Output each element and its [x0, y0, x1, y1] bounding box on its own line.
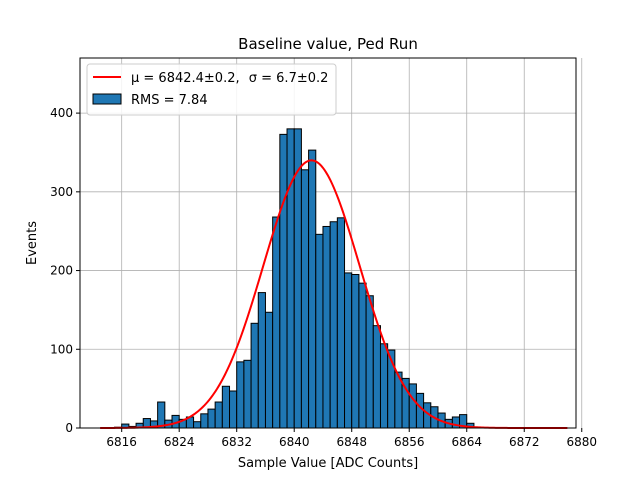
histogram-bar — [250, 322, 259, 429]
histogram-bar — [257, 292, 266, 429]
histogram-bar — [372, 325, 381, 429]
x-axis-label: Sample Value [ADC Counts] — [238, 456, 418, 471]
x-tick-label: 6840 — [279, 435, 310, 449]
histogram-bar — [408, 383, 417, 429]
y-tick-label: 200 — [50, 264, 73, 278]
y-tick-label: 300 — [50, 185, 73, 199]
x-tick-label: 6856 — [394, 435, 425, 449]
histogram-bar — [221, 385, 231, 429]
histogram-bar — [351, 273, 360, 429]
histogram-bar — [308, 149, 317, 429]
legend-hist-label: RMS = 7.84 — [131, 93, 208, 108]
legend-fit-label: μ = 6842.4±0.2, σ = 6.7±0.2 — [131, 71, 328, 86]
y-tick-label: 0 — [65, 421, 73, 435]
y-tick-label: 400 — [50, 106, 73, 120]
histogram-bar — [344, 272, 353, 429]
histogram-bar — [214, 401, 223, 429]
histogram-bar — [243, 359, 252, 429]
x-tick-label: 6848 — [336, 435, 367, 449]
histogram-bar — [264, 311, 274, 429]
histogram-bar — [415, 392, 425, 429]
histogram-bar — [207, 408, 216, 429]
histogram-bar — [157, 401, 166, 429]
histogram-bar — [358, 282, 367, 429]
x-tick-label: 6824 — [164, 435, 195, 449]
histogram-bar — [286, 128, 295, 429]
x-tick-label: 6872 — [509, 435, 540, 449]
histogram-bar — [322, 225, 331, 429]
x-tick-label: 6832 — [221, 435, 252, 449]
legend-hist-swatch — [92, 93, 122, 105]
axis-ticks: 6816 6824 6832 6840 6848 6856 6864 6872 6880 0 100… — [50, 106, 597, 449]
histogram-bar — [336, 217, 346, 429]
x-tick-label: 6864 — [451, 435, 482, 449]
histogram-bar — [365, 295, 374, 429]
legend-fit-mu: μ = 6842.4±0.2, — [131, 71, 240, 86]
legend: μ = 6842.4±0.2, σ = 6.7±0.2 RMS = 7.84 — [86, 63, 337, 116]
histogram-bar — [200, 413, 209, 429]
histogram-bar — [229, 390, 238, 429]
histogram-bar — [272, 216, 281, 429]
chart-title: Baseline value, Ped Run — [238, 35, 418, 53]
y-axis-label: Events — [25, 221, 40, 265]
x-tick-label: 6816 — [106, 435, 137, 449]
histogram-bar — [279, 133, 288, 429]
histogram-bar — [329, 221, 338, 429]
plot-frame — [79, 57, 577, 429]
histogram-bar — [315, 233, 324, 429]
histogram-bar — [379, 343, 389, 429]
y-tick-label: 100 — [50, 342, 73, 356]
histogram-bars — [114, 128, 475, 429]
x-tick-label: 6880 — [566, 435, 597, 449]
histogram-bar — [193, 421, 202, 429]
histogram-bar — [236, 361, 245, 429]
legend-box — [86, 63, 337, 116]
histogram-bar — [300, 169, 310, 429]
legend-fit-sigma: σ = 6.7±0.2 — [249, 71, 329, 86]
